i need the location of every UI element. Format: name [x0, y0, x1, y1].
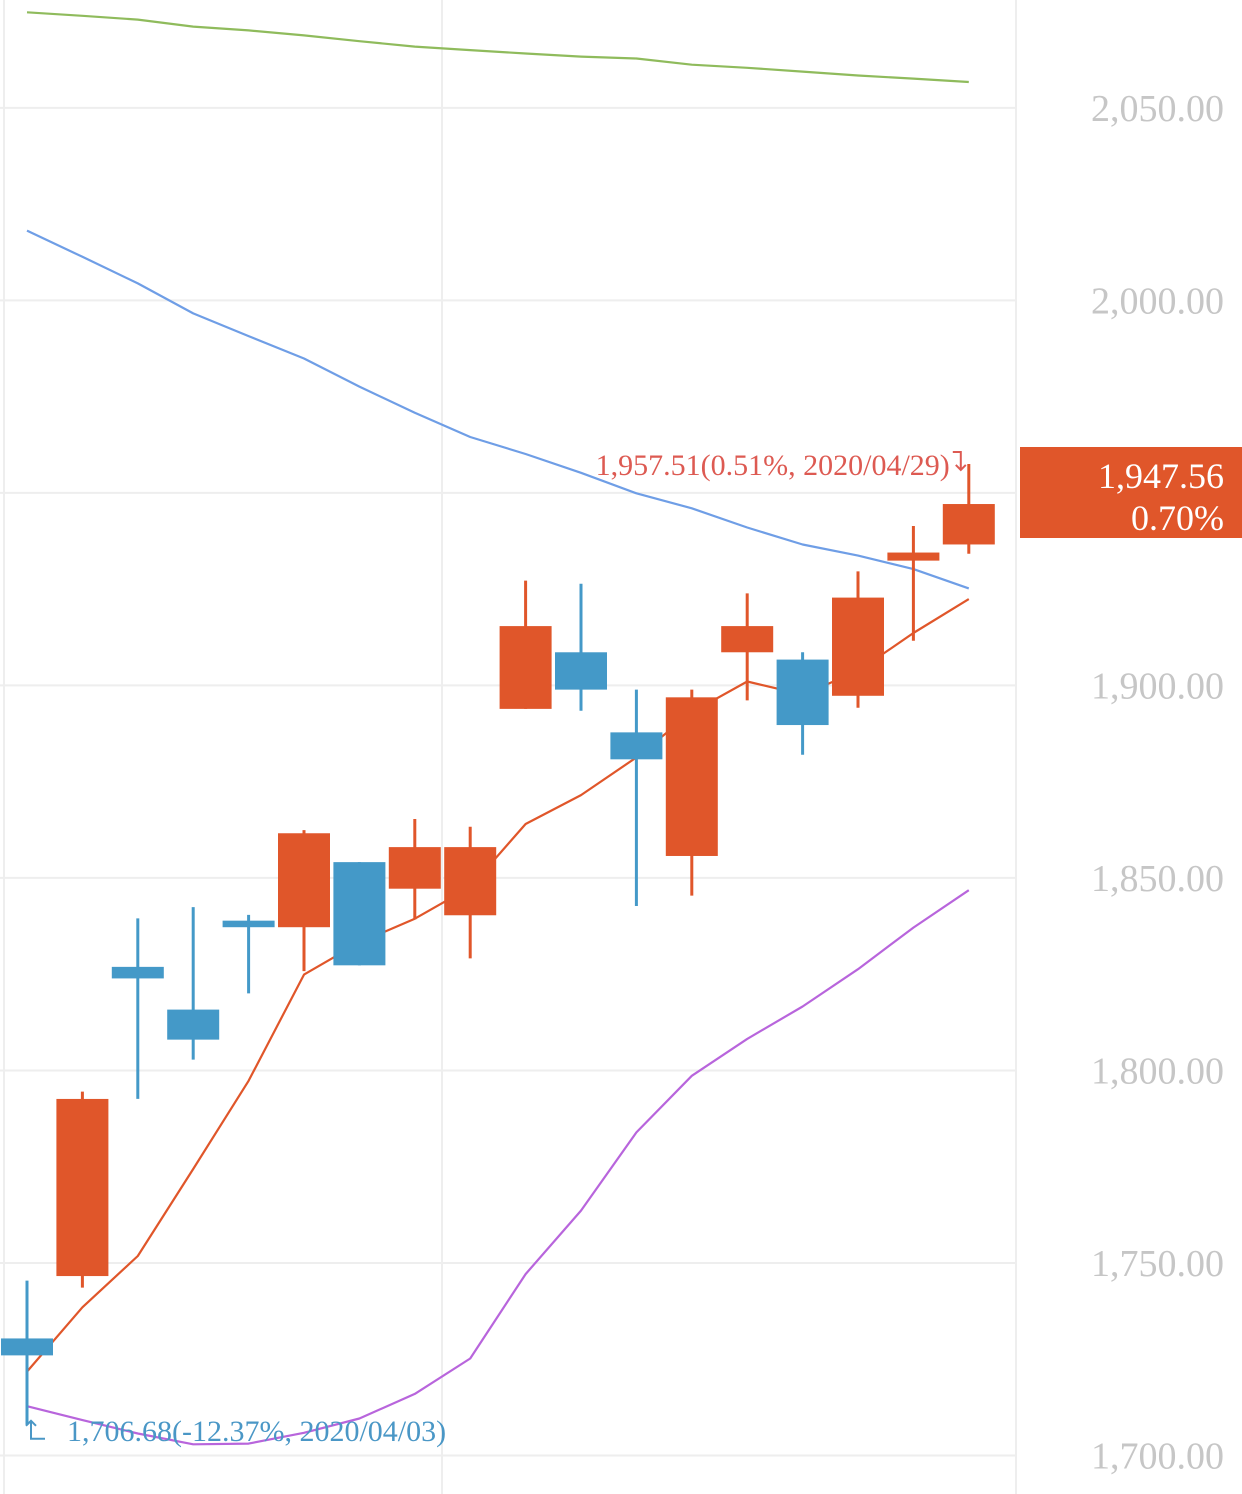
y-tick-label: 1,750.00 [1091, 1243, 1224, 1285]
candle-body [56, 1098, 109, 1277]
candle [832, 571, 884, 708]
candle-body [111, 966, 164, 979]
y-tick-label: 1,700.00 [1091, 1435, 1224, 1477]
last-price-change: 0.70% [1131, 498, 1224, 538]
y-axis: 2,050.00 2,000.00 1,900.00 1,850.00 1,800.00… [1091, 88, 1224, 1478]
candle [56, 1091, 109, 1288]
candle-body [278, 833, 330, 928]
extreme-markers: 1,957.51(0.51%, 2020/04/29) 1,706.68(-12… [25, 449, 967, 1448]
grid [0, 0, 1017, 1494]
candle [555, 583, 607, 711]
last-price-box [1020, 447, 1242, 538]
candle [388, 819, 441, 920]
high-marker-arrow [952, 450, 967, 472]
low-marker-label: 1,706.68(-12.37%, 2020/04/03) [67, 1415, 446, 1448]
candle [222, 914, 275, 994]
candle-body [721, 626, 774, 653]
candle-body [610, 732, 663, 760]
candle [278, 830, 330, 972]
candle-body [333, 862, 386, 966]
candles [1, 463, 995, 1425]
candle-body [665, 697, 718, 856]
last-price-value: 1,947.56 [1098, 456, 1224, 496]
candle-body [942, 504, 995, 545]
candle [111, 918, 164, 1099]
high-marker-label: 1,957.51(0.51%, 2020/04/29) [596, 449, 950, 482]
candle [1, 1280, 53, 1425]
candle [776, 652, 829, 755]
moving-average-lines [26, 11, 970, 1446]
y-tick-label: 1,900.00 [1091, 665, 1224, 707]
candle-body [222, 920, 275, 928]
candle-body [167, 1009, 220, 1040]
candle-body [388, 847, 441, 889]
candle-body [776, 659, 829, 726]
candle-body [499, 626, 552, 709]
last-price-tag: 1,947.56 0.70% [1020, 447, 1242, 538]
y-tick-label: 2,050.00 [1091, 88, 1224, 130]
ma-slow-line [26, 889, 970, 1446]
candle [942, 463, 995, 554]
low-marker-arrow [25, 1419, 45, 1440]
candle [333, 862, 386, 966]
ma-mid-line [26, 229, 970, 590]
candle [887, 525, 940, 641]
candle [610, 689, 663, 907]
y-tick-label: 1,850.00 [1091, 858, 1224, 900]
candle [665, 689, 718, 896]
candle [167, 907, 220, 1060]
candle-body [832, 597, 884, 696]
candle-body [444, 847, 497, 916]
candle-body [1, 1338, 53, 1356]
candle-body [555, 652, 607, 690]
candle [444, 826, 497, 959]
candle-body [887, 552, 940, 561]
y-tick-label: 1,800.00 [1091, 1050, 1224, 1092]
candle [499, 580, 552, 709]
ma-long-line [26, 11, 969, 84]
candle [721, 593, 774, 701]
y-tick-label: 2,000.00 [1091, 280, 1224, 322]
